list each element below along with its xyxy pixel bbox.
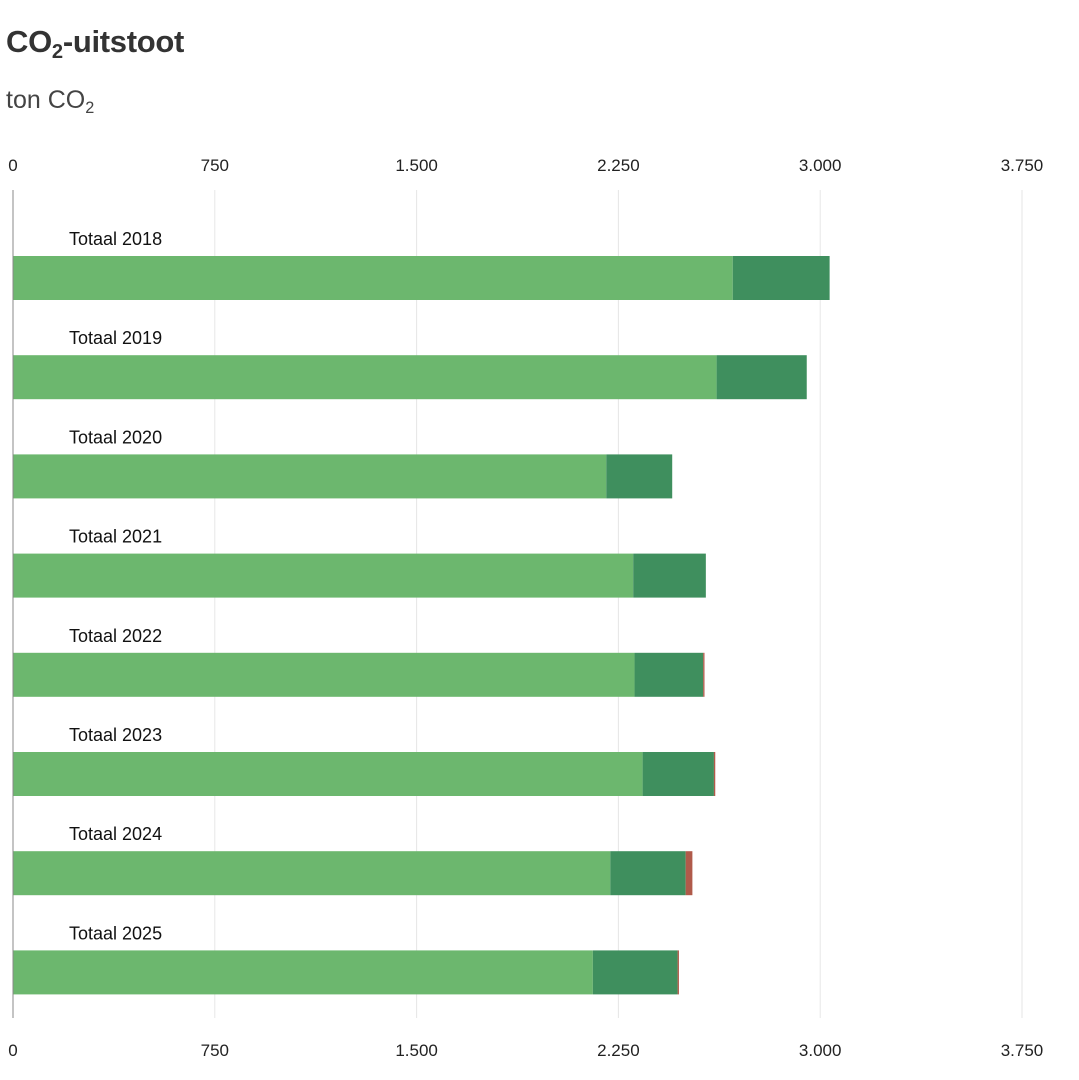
top-axis-ticks: 0 750 1.500 2.250 3.000 3.750 <box>8 156 1043 175</box>
bar-segment <box>13 256 733 300</box>
bar-segment <box>13 950 593 995</box>
bottom-axis-ticks: 0 750 1.500 2.250 3.000 3.750 <box>8 1041 1043 1060</box>
bar-segment <box>13 553 634 598</box>
x-tick-label-top: 1.500 <box>395 156 438 175</box>
bar-segment <box>610 851 686 896</box>
bar-segment <box>606 454 673 499</box>
bar-segment <box>13 851 611 896</box>
category-label: Totaal 2019 <box>69 328 162 348</box>
category-label: Totaal 2024 <box>69 824 162 844</box>
x-tick-label-top: 2.250 <box>597 156 640 175</box>
category-label: Totaal 2018 <box>69 229 162 249</box>
bar-segment <box>633 553 706 598</box>
category-label: Totaal 2023 <box>69 725 162 745</box>
bar-segment <box>592 950 678 995</box>
category-label: Totaal 2022 <box>69 626 162 646</box>
x-tick-label-bottom: 1.500 <box>395 1041 438 1060</box>
bar-segment <box>685 851 693 896</box>
x-tick-label-top: 3.000 <box>799 156 842 175</box>
chart-title: CO2-uitstoot <box>6 24 185 64</box>
bar-segment <box>716 355 807 400</box>
bars <box>13 256 830 995</box>
bar-segment <box>13 752 643 796</box>
bar-segment <box>13 652 635 697</box>
bar-segment <box>713 752 716 796</box>
x-tick-label-bottom: 2.250 <box>597 1041 640 1060</box>
category-labels: Totaal 2018 Totaal 2019 Totaal 2020 Totaal … <box>69 229 162 943</box>
category-label: Totaal 2025 <box>69 923 162 943</box>
bar-segment <box>13 454 607 499</box>
bar-segment <box>642 752 714 796</box>
bar-segment <box>732 256 830 300</box>
chart-subtitle: ton CO2 <box>6 86 95 117</box>
bar-segment <box>13 355 717 400</box>
category-label: Totaal 2020 <box>69 427 162 447</box>
bar-segment <box>677 950 679 995</box>
bar-segment <box>634 652 704 697</box>
x-tick-label-bottom: 3.000 <box>799 1041 842 1060</box>
bar-segment <box>703 652 705 697</box>
x-tick-label-bottom: 3.750 <box>1001 1041 1044 1060</box>
category-label: Totaal 2021 <box>69 527 162 547</box>
x-tick-label-top: 3.750 <box>1001 156 1044 175</box>
x-tick-label-top: 750 <box>201 156 229 175</box>
x-tick-label-bottom: 0 <box>8 1041 17 1060</box>
x-tick-label-top: 0 <box>8 156 17 175</box>
x-tick-label-bottom: 750 <box>201 1041 229 1060</box>
